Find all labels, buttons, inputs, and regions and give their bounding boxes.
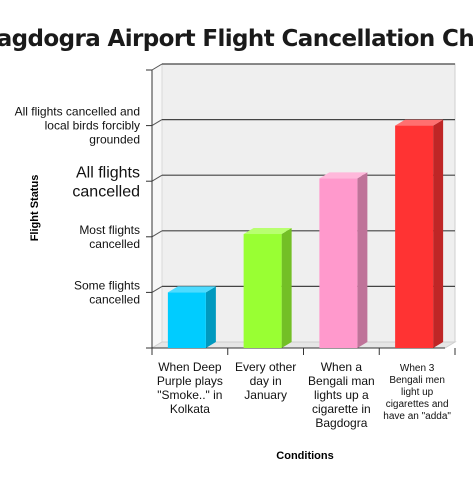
x-axis-label: Conditions	[276, 450, 333, 462]
y-tick-label: All flights cancelled	[72, 165, 140, 201]
bar	[395, 125, 434, 348]
x-tick-label: When 3 Bengali men light up cigarettes and h…	[383, 363, 451, 422]
chart-title: Bagdogra Airport Flight Cancellation Cha…	[0, 26, 475, 52]
bar-side	[433, 119, 444, 348]
bar-side	[281, 228, 292, 348]
bar	[319, 178, 358, 348]
gridline-depth	[151, 63, 163, 71]
gridline-depth	[151, 119, 163, 127]
x-tick-label: When Deep Purple plays "Smoke.." in Kolkata	[157, 360, 223, 416]
bar-top	[319, 172, 368, 179]
bar-side	[357, 172, 368, 348]
bar-top	[167, 286, 216, 293]
plot-side-wall	[151, 63, 163, 349]
bar	[243, 234, 282, 348]
bar-top	[395, 119, 444, 126]
y-tick-label: Most flights cancelled	[79, 223, 140, 251]
bar	[167, 292, 206, 348]
gridline-depth	[151, 285, 163, 293]
gridline-depth	[151, 174, 163, 182]
bar-top	[243, 228, 292, 235]
bar-side	[205, 286, 216, 348]
gridline-depth	[151, 230, 163, 238]
y-axis-label: Flight Status	[29, 175, 41, 242]
y-tick-label: All flights cancelled and local birds for…	[15, 105, 140, 147]
x-tick-label: When a Bengali man lights up a cigarette in…	[308, 360, 375, 430]
x-tick-label: Every other day in January	[235, 360, 296, 402]
plot-area: Some flights cancelled Most flights cancell…	[15, 63, 457, 430]
y-tick-label: Some flights cancelled	[74, 278, 140, 306]
